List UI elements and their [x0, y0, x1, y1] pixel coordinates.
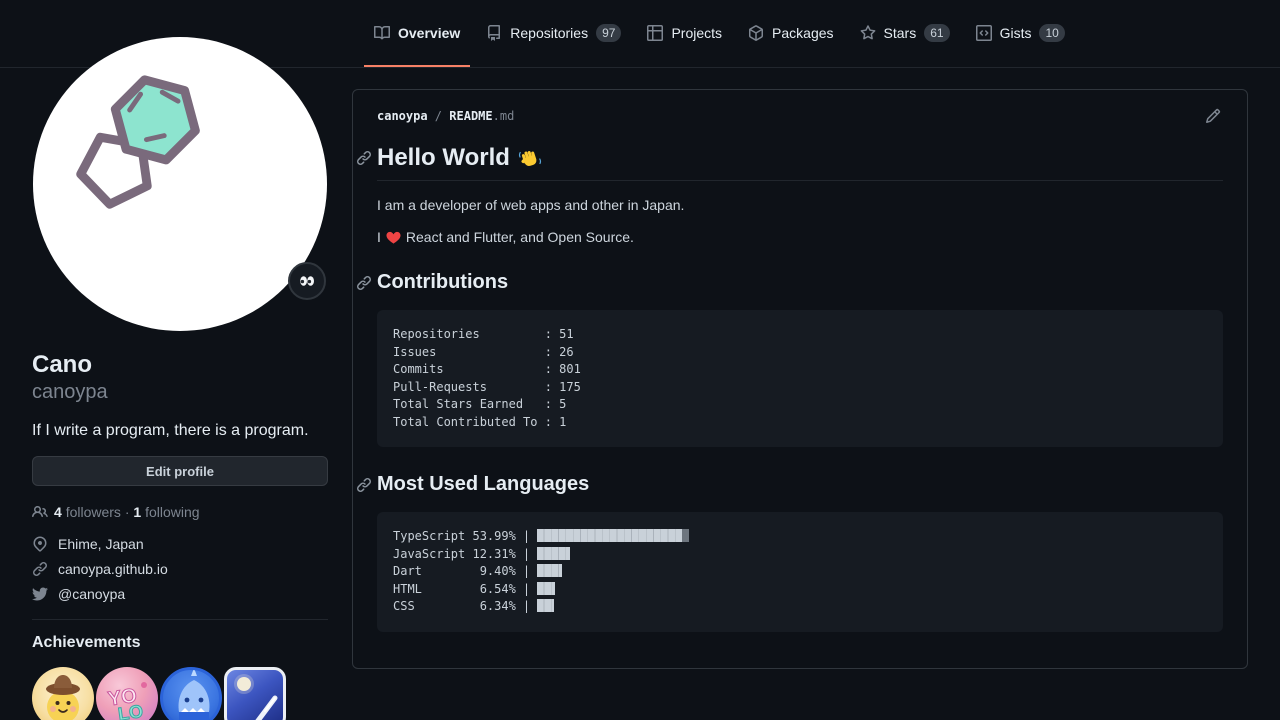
anchor-link-icon[interactable]	[356, 150, 372, 166]
eyes-emoji-icon	[300, 276, 314, 286]
achievements-title: Achievements	[32, 634, 141, 651]
languages-block: TypeScript 53.99% | JavaScript 12.31% | Dart…	[377, 512, 1223, 632]
website-link[interactable]: canoypa.github.io	[58, 561, 168, 577]
language-row: Dart 9.40% |	[393, 563, 1207, 581]
language-row: TypeScript 53.99% |	[393, 528, 1207, 546]
stat-row: Issues:26	[393, 344, 574, 359]
twitter-link[interactable]: @canoypa	[58, 586, 126, 602]
package-icon	[748, 24, 764, 41]
project-icon	[647, 24, 664, 41]
people-icon	[32, 504, 48, 520]
readme-paragraph-1: I am a developer of web apps and other i…	[377, 197, 685, 213]
language-row: JavaScript 12.31% |	[393, 546, 1207, 564]
link-icon	[32, 561, 48, 577]
arctic-code-vault-badge[interactable]	[224, 667, 286, 720]
tab-stars[interactable]: Stars 61	[850, 0, 960, 67]
pencil-icon	[1205, 108, 1221, 124]
tab-repositories[interactable]: Repositories 97	[476, 0, 631, 67]
tab-gists-label: Gists	[999, 24, 1032, 41]
contributions-stats-block: Repositories:51 Issues:26 Commits:801 Pu…	[377, 310, 1223, 447]
sidebar-divider	[32, 619, 328, 620]
profile-name: Cano	[32, 351, 92, 378]
profile-main-content: canoypa / README.md Hello World	[352, 68, 1248, 720]
svg-text:LO: LO	[117, 701, 145, 720]
language-row: CSS 6.34% |	[393, 598, 1207, 616]
tab-projects-label: Projects	[671, 24, 723, 41]
edit-readme-button[interactable]	[1203, 106, 1223, 126]
quickdraw-badge[interactable]	[32, 667, 94, 720]
repo-icon	[486, 24, 502, 41]
stars-count-badge: 61	[924, 23, 950, 42]
book-icon	[374, 25, 390, 41]
languages-heading: Most Used Languages	[356, 473, 1223, 496]
tab-packages-label: Packages	[772, 24, 834, 41]
profile-details: Ehime, Japan canoypa.github.io @canoypa	[32, 536, 328, 602]
breadcrumb-separator: /	[427, 109, 450, 123]
code-square-icon	[975, 24, 992, 41]
breadcrumb-file[interactable]: README	[449, 109, 493, 123]
readme-card: canoypa / README.md Hello World	[352, 89, 1248, 669]
star-icon	[860, 24, 876, 41]
readme-paragraph-2: I React and Flutter, and Open Source.	[377, 229, 634, 245]
contributions-heading: Contributions	[356, 271, 1223, 294]
language-bar	[537, 529, 682, 542]
achievements-badges: YO LO	[32, 667, 328, 720]
wave-emoji	[518, 146, 542, 170]
language-bar	[537, 599, 555, 612]
followers-summary[interactable]: 4 followers · 1 following	[32, 504, 328, 520]
profile-bio: If I write a program, there is a program…	[32, 422, 309, 439]
tab-stars-label: Stars	[883, 24, 917, 41]
language-row: HTML 6.54% |	[393, 581, 1207, 599]
stat-row: Repositories:51	[393, 327, 574, 341]
tab-repositories-label: Repositories	[510, 24, 589, 41]
profile-sidebar: Cano canoypa If I write a program, there…	[32, 36, 328, 720]
profile-tab-nav: Overview Repositories 97 Projects Packa	[0, 0, 1280, 68]
heart-emoji	[386, 230, 401, 245]
tab-packages[interactable]: Packages	[738, 0, 843, 67]
pull-shark-badge[interactable]	[160, 667, 222, 720]
tab-overview-label: Overview	[398, 24, 461, 41]
breadcrumb-owner[interactable]: canoypa	[377, 109, 428, 123]
gists-count-badge: 10	[1039, 23, 1065, 42]
edit-profile-button[interactable]: Edit profile	[32, 456, 328, 486]
stat-row: Total Stars Earned:5	[393, 397, 567, 411]
stat-row: Pull-Requests:175	[393, 379, 581, 394]
yolo-badge[interactable]: YO LO	[96, 667, 158, 720]
stat-row: Total Contributed To:1	[393, 414, 567, 429]
underline-nav: Overview Repositories 97 Projects Packa	[364, 0, 1075, 67]
readme-title: Hello World	[356, 144, 1223, 181]
breadcrumb-ext: .md	[492, 109, 515, 123]
tab-gists[interactable]: Gists 10	[966, 0, 1075, 67]
language-bar-partial	[681, 529, 689, 542]
tab-projects[interactable]: Projects	[637, 0, 732, 67]
stat-row: Commits:801	[393, 362, 581, 376]
anchor-link-icon[interactable]	[356, 477, 372, 493]
repositories-count-badge: 97	[596, 23, 622, 42]
tab-overview[interactable]: Overview	[364, 0, 471, 67]
twitter-row: @canoypa	[32, 586, 328, 602]
status-badge[interactable]	[288, 262, 326, 300]
readme-title-text: Hello World	[377, 144, 510, 171]
location-icon	[32, 536, 48, 552]
language-bar	[537, 546, 571, 560]
language-bar	[537, 564, 563, 577]
website-row: canoypa.github.io	[32, 561, 328, 577]
location-text: Ehime, Japan	[58, 536, 144, 552]
svg-text:YO: YO	[107, 685, 139, 711]
language-bar	[537, 581, 555, 595]
avatar-image	[32, 36, 328, 332]
twitter-icon	[32, 586, 48, 602]
profile-username: canoypa	[32, 381, 108, 403]
readme-breadcrumb: canoypa / README.md	[377, 109, 514, 123]
location-row: Ehime, Japan	[32, 536, 328, 552]
avatar[interactable]	[32, 36, 328, 332]
followers-text: 4 followers · 1 following	[54, 504, 200, 520]
anchor-link-icon[interactable]	[356, 275, 372, 291]
